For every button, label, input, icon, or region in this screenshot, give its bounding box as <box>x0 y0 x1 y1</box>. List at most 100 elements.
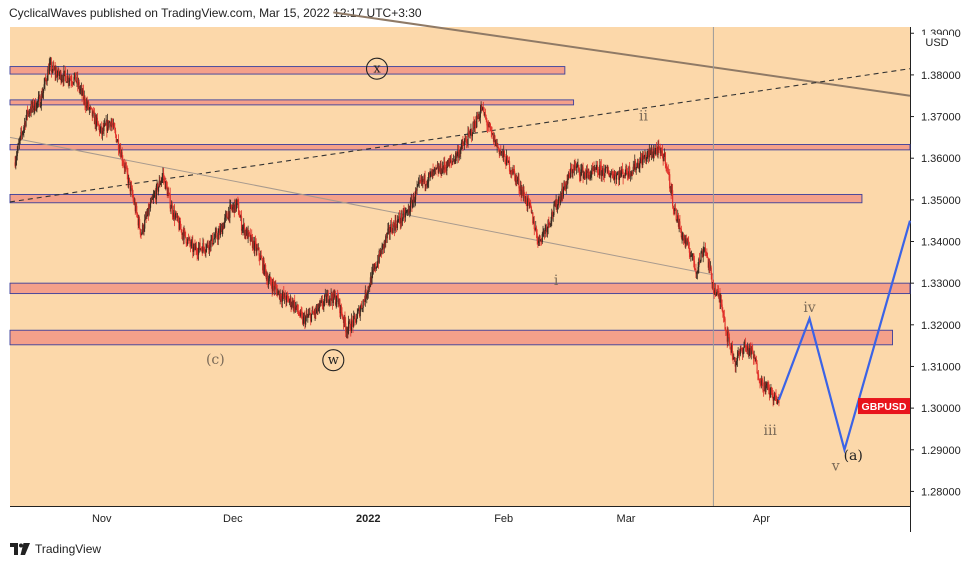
candle-body <box>29 112 31 114</box>
candle-body <box>185 237 187 244</box>
candle-body <box>355 318 357 323</box>
candle-body <box>503 151 506 157</box>
symbol-badge-label: GBPUSD <box>862 401 907 413</box>
candle-body <box>645 157 648 161</box>
candle-body <box>432 170 434 172</box>
candle-body <box>258 248 260 256</box>
candle-body <box>347 328 349 334</box>
candle-body <box>390 224 393 232</box>
candle-body <box>658 146 661 150</box>
projection-path <box>777 220 912 454</box>
candle-body <box>259 255 261 260</box>
candle-body <box>128 177 130 184</box>
candle-body <box>369 277 372 287</box>
candle-body <box>197 247 200 255</box>
candle-body <box>442 166 444 170</box>
candle-body <box>566 181 568 184</box>
candle-body <box>717 290 719 292</box>
candle-body <box>420 180 422 182</box>
candle-body <box>85 102 88 108</box>
candle-body <box>587 170 589 174</box>
candle-body <box>464 139 466 143</box>
wave-label: v <box>831 458 840 474</box>
candle-body <box>593 166 595 171</box>
candle-body <box>481 106 484 110</box>
candle-body <box>766 383 768 384</box>
candle-body <box>496 144 498 147</box>
wave-label: w <box>328 353 339 368</box>
candle-body <box>764 382 766 393</box>
candle-body <box>583 173 585 179</box>
candle-body <box>242 227 244 230</box>
candle-body <box>200 248 202 250</box>
candle-body <box>648 149 650 157</box>
candle-body <box>635 167 637 170</box>
candle-body <box>603 175 605 177</box>
candle-body <box>659 149 661 154</box>
candle-body <box>248 230 250 233</box>
candle-body <box>302 317 305 324</box>
candle-body <box>449 159 451 162</box>
candle-body <box>607 170 610 175</box>
candle-body <box>453 159 455 163</box>
candle-body <box>457 150 459 154</box>
candle-body <box>649 149 651 156</box>
candle-body <box>440 163 442 174</box>
candle-body <box>645 154 647 161</box>
candle-body <box>471 129 473 137</box>
candle-body <box>499 151 501 155</box>
candle-body <box>357 310 359 313</box>
candle-body <box>538 235 540 242</box>
candle-body <box>301 313 303 316</box>
candle-body <box>31 102 34 109</box>
candle-body <box>621 169 623 172</box>
candle-body <box>379 250 381 256</box>
candle-body <box>297 310 299 314</box>
candle-body <box>441 166 444 174</box>
candle-body <box>140 234 142 236</box>
candle-body <box>299 315 301 316</box>
candle-body <box>647 151 650 157</box>
candle-body <box>629 173 631 177</box>
candle-body <box>350 330 352 332</box>
candle-body <box>318 302 321 309</box>
candle-body <box>124 165 126 169</box>
candle-body <box>304 316 306 325</box>
candle-body <box>421 177 423 183</box>
candle-body <box>366 295 368 298</box>
candle-body <box>194 244 196 251</box>
candle-body <box>666 168 669 170</box>
candle-body <box>643 156 645 159</box>
candle-body <box>412 195 414 202</box>
candle-body <box>113 123 115 128</box>
candle-body <box>673 209 675 211</box>
candle-body <box>419 180 421 182</box>
candle-body <box>505 163 507 166</box>
candle-body <box>188 238 190 240</box>
candle-body <box>626 173 629 175</box>
candle-body <box>270 282 273 286</box>
candle-body <box>181 233 184 235</box>
candle-body <box>15 156 18 161</box>
candle-body <box>27 111 29 115</box>
candle-body <box>216 231 218 238</box>
candle-body <box>556 199 558 210</box>
footer-brand[interactable]: TradingView <box>10 542 101 556</box>
candle-body <box>22 131 24 134</box>
candle-body <box>590 174 592 176</box>
candle-body <box>360 305 362 310</box>
candle-body <box>208 240 211 250</box>
candle-body <box>323 295 326 301</box>
candle-body <box>572 170 574 174</box>
candle-body <box>174 215 176 220</box>
candle-body <box>460 148 462 154</box>
candle-body <box>243 224 246 236</box>
candle-body <box>179 221 181 230</box>
candle-body <box>717 290 720 297</box>
candle-body <box>80 88 82 90</box>
candle-body <box>243 224 245 228</box>
candle-body <box>685 238 688 245</box>
resistance-support-zone <box>9 66 566 75</box>
candle-body <box>636 163 638 168</box>
